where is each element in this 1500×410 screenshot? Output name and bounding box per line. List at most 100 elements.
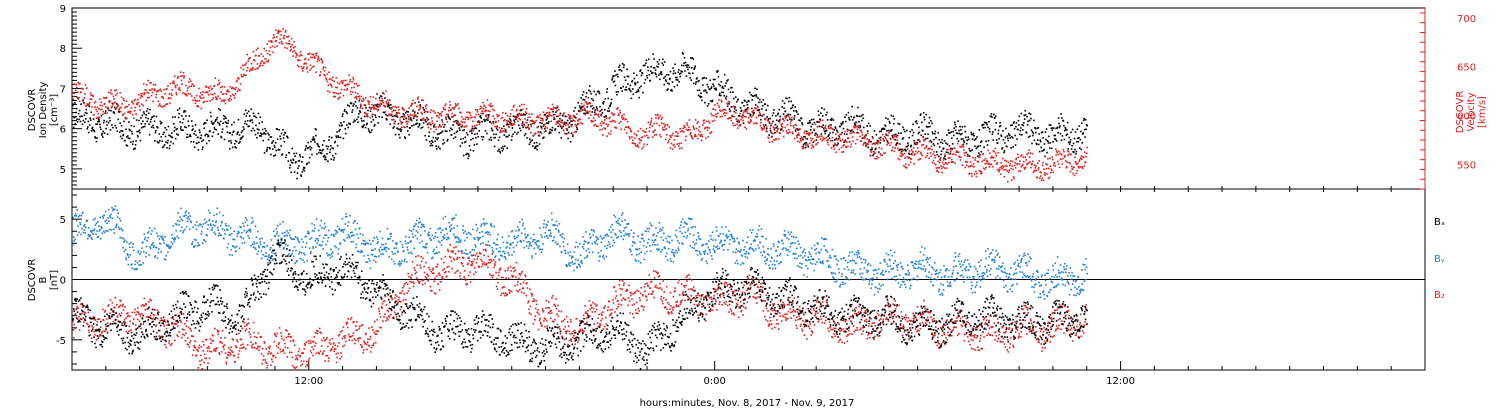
velocity-point xyxy=(450,108,452,111)
velocity-point xyxy=(701,133,703,136)
density-point xyxy=(434,137,437,139)
velocity-point xyxy=(371,103,373,106)
density-point xyxy=(612,75,614,77)
velocity-point xyxy=(825,136,828,139)
density-point xyxy=(237,131,239,133)
by-point xyxy=(180,207,182,210)
density-point xyxy=(926,126,928,128)
density-point xyxy=(291,162,294,164)
density-point xyxy=(159,139,161,142)
by-point xyxy=(259,241,262,243)
velocity-point xyxy=(848,129,850,131)
velocity-point xyxy=(111,105,114,107)
density-point xyxy=(252,112,255,115)
velocity-point xyxy=(870,151,872,153)
by-point xyxy=(279,241,282,244)
velocity-point xyxy=(222,99,224,101)
velocity-point xyxy=(224,99,226,101)
density-point xyxy=(465,132,468,134)
velocity-point xyxy=(1048,176,1051,179)
velocity-point xyxy=(520,103,523,106)
by-point xyxy=(168,246,171,248)
density-point xyxy=(618,66,620,68)
by-point xyxy=(97,220,99,223)
velocity-point xyxy=(620,116,623,119)
velocity-point xyxy=(275,40,277,42)
density-point xyxy=(838,135,840,138)
density-point xyxy=(557,125,560,128)
velocity-point xyxy=(120,96,123,99)
density-point xyxy=(526,137,528,139)
density-point xyxy=(160,121,163,124)
velocity-point xyxy=(657,117,660,120)
velocity-point xyxy=(279,30,282,33)
by-point xyxy=(120,228,123,231)
velocity-point xyxy=(330,84,333,86)
density-point xyxy=(346,124,348,126)
density-point xyxy=(914,121,917,123)
by-point xyxy=(224,222,227,225)
velocity-point xyxy=(1035,169,1038,172)
density-point xyxy=(977,155,979,157)
velocity-point xyxy=(970,164,972,167)
density-point xyxy=(957,120,959,122)
density-point xyxy=(816,120,818,123)
velocity-point xyxy=(284,31,287,33)
density-point xyxy=(1071,145,1073,147)
velocity-point xyxy=(457,103,460,105)
density-point xyxy=(681,70,683,73)
density-point xyxy=(760,101,763,103)
density-point xyxy=(475,127,478,130)
velocity-point xyxy=(154,83,157,86)
velocity-point xyxy=(233,97,236,99)
velocity-point xyxy=(496,113,498,116)
by-point xyxy=(90,231,93,233)
velocity-point xyxy=(313,65,315,68)
density-point xyxy=(596,90,599,93)
density-point xyxy=(476,143,478,145)
velocity-point xyxy=(239,89,241,92)
density-point xyxy=(542,125,545,127)
density-point xyxy=(218,122,220,125)
by-point xyxy=(94,217,96,220)
density-point xyxy=(774,123,777,126)
velocity-point xyxy=(1066,150,1069,152)
by-point xyxy=(172,225,175,227)
velocity-point xyxy=(478,123,480,126)
velocity-point xyxy=(691,136,693,138)
velocity-point xyxy=(851,136,854,138)
velocity-point xyxy=(977,161,980,163)
density-point xyxy=(682,64,685,67)
velocity-point xyxy=(1025,163,1028,166)
density-point xyxy=(167,125,170,128)
velocity-point xyxy=(434,112,436,114)
by-point xyxy=(300,252,303,254)
density-point xyxy=(116,103,118,105)
velocity-point xyxy=(760,121,762,124)
velocity-point xyxy=(841,138,844,141)
density-point xyxy=(337,136,340,138)
density-point xyxy=(314,141,316,143)
velocity-point xyxy=(531,113,533,115)
velocity-point xyxy=(807,144,809,146)
density-point xyxy=(599,105,601,108)
density-point xyxy=(1012,122,1015,124)
velocity-point xyxy=(221,93,224,96)
density-point xyxy=(718,94,721,97)
density-point xyxy=(216,118,218,121)
by-point xyxy=(232,238,234,241)
density-point xyxy=(401,121,404,124)
density-point xyxy=(576,128,579,131)
density-point xyxy=(238,134,241,136)
density-point xyxy=(76,118,78,120)
density-point xyxy=(96,123,99,125)
density-point xyxy=(1051,129,1054,131)
density-point xyxy=(185,126,188,129)
density-point xyxy=(972,134,974,136)
density-point xyxy=(761,115,764,117)
density-point xyxy=(504,145,506,147)
density-point xyxy=(934,133,936,135)
by-point xyxy=(251,217,253,219)
by-point xyxy=(222,214,224,217)
density-point xyxy=(653,67,656,69)
